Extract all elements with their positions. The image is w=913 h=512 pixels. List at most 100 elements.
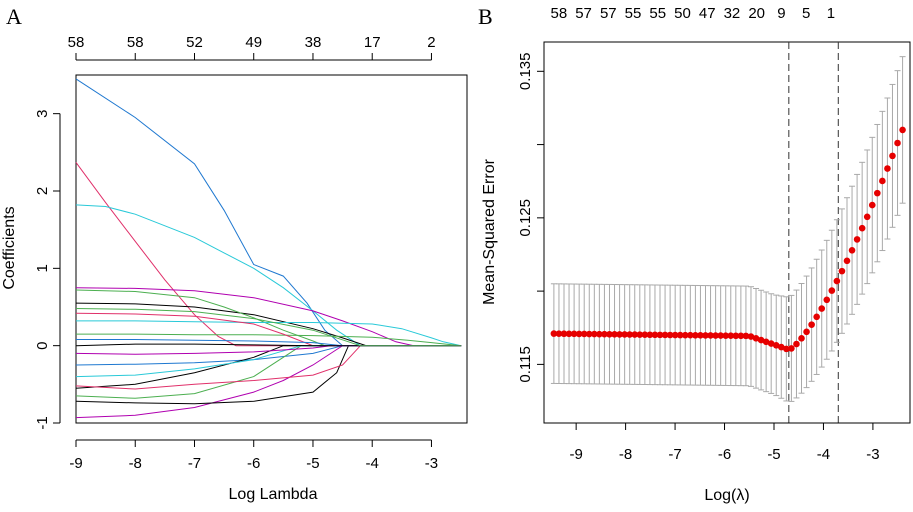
coefficient-path-11 xyxy=(75,345,462,419)
panel-a-top-tick-label: 58 xyxy=(68,34,85,51)
coefficient-path-6 xyxy=(75,289,462,347)
mse-point xyxy=(697,332,704,339)
panel-a-y-label: Coefficients xyxy=(1,206,18,289)
mse-point xyxy=(671,331,679,339)
mse-point xyxy=(631,331,639,338)
mse-point xyxy=(848,246,856,254)
mse-point xyxy=(722,332,730,339)
mse-point xyxy=(636,331,644,338)
mse-point xyxy=(818,305,826,312)
coefficient-path-18 xyxy=(75,345,462,355)
mse-point xyxy=(767,340,775,347)
mse-point xyxy=(828,287,836,294)
panel-a-x-tick-label: -3 xyxy=(425,455,438,472)
mse-point xyxy=(580,330,588,338)
mse-point xyxy=(555,330,563,337)
mse-point xyxy=(853,236,861,243)
coefficient-path-4 xyxy=(75,287,462,347)
panel-a-y-tick-label: -1 xyxy=(34,416,51,429)
panel-b-top-tick-label: 55 xyxy=(625,5,642,22)
mse-point xyxy=(687,331,694,339)
coefficient-path-5 xyxy=(75,302,462,347)
panel-a-x-tick-label: -9 xyxy=(69,455,82,472)
mse-point xyxy=(874,189,881,197)
mse-point xyxy=(626,331,633,338)
mse-point xyxy=(868,201,876,209)
mse-point xyxy=(823,296,831,304)
panel-a-y-tick-label: 2 xyxy=(34,187,51,195)
panel-b-top-axis: 58 57 57 55 55 50 47 32 20 9 5 1 xyxy=(550,5,835,22)
mse-point xyxy=(838,267,846,275)
mse-point xyxy=(560,330,568,338)
mse-point xyxy=(596,330,603,338)
mse-point xyxy=(575,330,583,338)
mse-point xyxy=(737,332,745,340)
coefficient-path-19 xyxy=(75,343,462,347)
mse-point xyxy=(606,330,613,338)
panel-a-x-tick-label: -8 xyxy=(129,455,142,472)
mse-point xyxy=(646,331,654,339)
panel-b-top-tick-label: 55 xyxy=(649,5,666,22)
mse-point xyxy=(762,338,770,346)
mse-point xyxy=(788,345,795,352)
mse-point xyxy=(676,331,684,339)
mse-point xyxy=(712,332,719,339)
mse-points xyxy=(550,126,906,353)
mse-point xyxy=(747,333,755,340)
panel-b-top-tick-label: 50 xyxy=(674,5,691,22)
panel-b-x-axis: -9 -8 -7 -6 -5 -4 -3 xyxy=(569,422,880,463)
panel-b-top-tick-label: 20 xyxy=(748,5,765,22)
panel-a-letter: A xyxy=(6,4,22,29)
mse-error-bars xyxy=(550,56,906,402)
panel-b-top-tick-label: 32 xyxy=(724,5,741,22)
panel-a-x-tick-label: -4 xyxy=(366,455,379,472)
mse-point xyxy=(752,335,760,342)
panel-a-x-tick-label: -6 xyxy=(247,455,260,472)
mse-point xyxy=(899,126,906,134)
mse-point xyxy=(550,330,558,337)
mse-point xyxy=(808,321,815,328)
mse-point xyxy=(889,152,896,160)
panel-b-y-tick-label: 0.135 xyxy=(517,53,534,91)
panel-b-x-tick-label: -5 xyxy=(767,446,780,463)
panel-b-x-tick-label: -8 xyxy=(619,446,632,463)
mse-point xyxy=(757,336,765,344)
panel-a-x-label: Log Lambda xyxy=(229,486,318,503)
panel-a-plot-frame xyxy=(75,74,468,424)
panel-a-top-axis: 58 58 52 49 38 17 2 xyxy=(68,34,436,61)
coefficient-path-1 xyxy=(75,78,462,347)
panel-b-top-tick-label: 57 xyxy=(600,5,617,22)
panel-b-top-tick-label: 57 xyxy=(575,5,592,22)
mse-point xyxy=(611,331,618,338)
mse-point xyxy=(793,340,800,348)
mse-point xyxy=(843,257,851,265)
mse-point xyxy=(661,331,669,339)
mse-point xyxy=(717,332,724,339)
coefficient-paths xyxy=(75,78,462,419)
mse-point xyxy=(879,177,886,185)
mse-point xyxy=(732,332,740,340)
mse-point xyxy=(777,343,785,351)
mse-point xyxy=(570,330,578,338)
coefficient-path-8 xyxy=(76,333,462,347)
coefficient-path-3 xyxy=(75,204,462,347)
panel-b-top-tick-label: 1 xyxy=(827,5,835,22)
coefficient-path-chart: -9 -8 -7 -6 -5 -4 -3 -1 0 1 2 3 58 58 52 49 38 17 2 Log … xyxy=(1,34,468,503)
mse-point xyxy=(651,331,659,339)
mse-point xyxy=(783,345,790,353)
mse-point xyxy=(813,313,820,321)
mse-point xyxy=(833,277,841,285)
coefficient-path-15 xyxy=(75,345,462,390)
coefficient-path-20 xyxy=(75,308,462,347)
panel-b-top-tick-label: 9 xyxy=(777,5,785,22)
mse-point xyxy=(707,332,714,339)
coefficient-path-13 xyxy=(75,345,462,399)
panel-b-top-tick-label: 5 xyxy=(802,5,810,22)
panel-b-x-tick-label: -7 xyxy=(668,446,681,463)
panel-a-y-tick-label: 0 xyxy=(34,342,51,350)
mse-point xyxy=(601,330,608,338)
mse-point xyxy=(621,331,628,338)
panel-b-y-label: Mean-Squared Error xyxy=(481,158,498,305)
